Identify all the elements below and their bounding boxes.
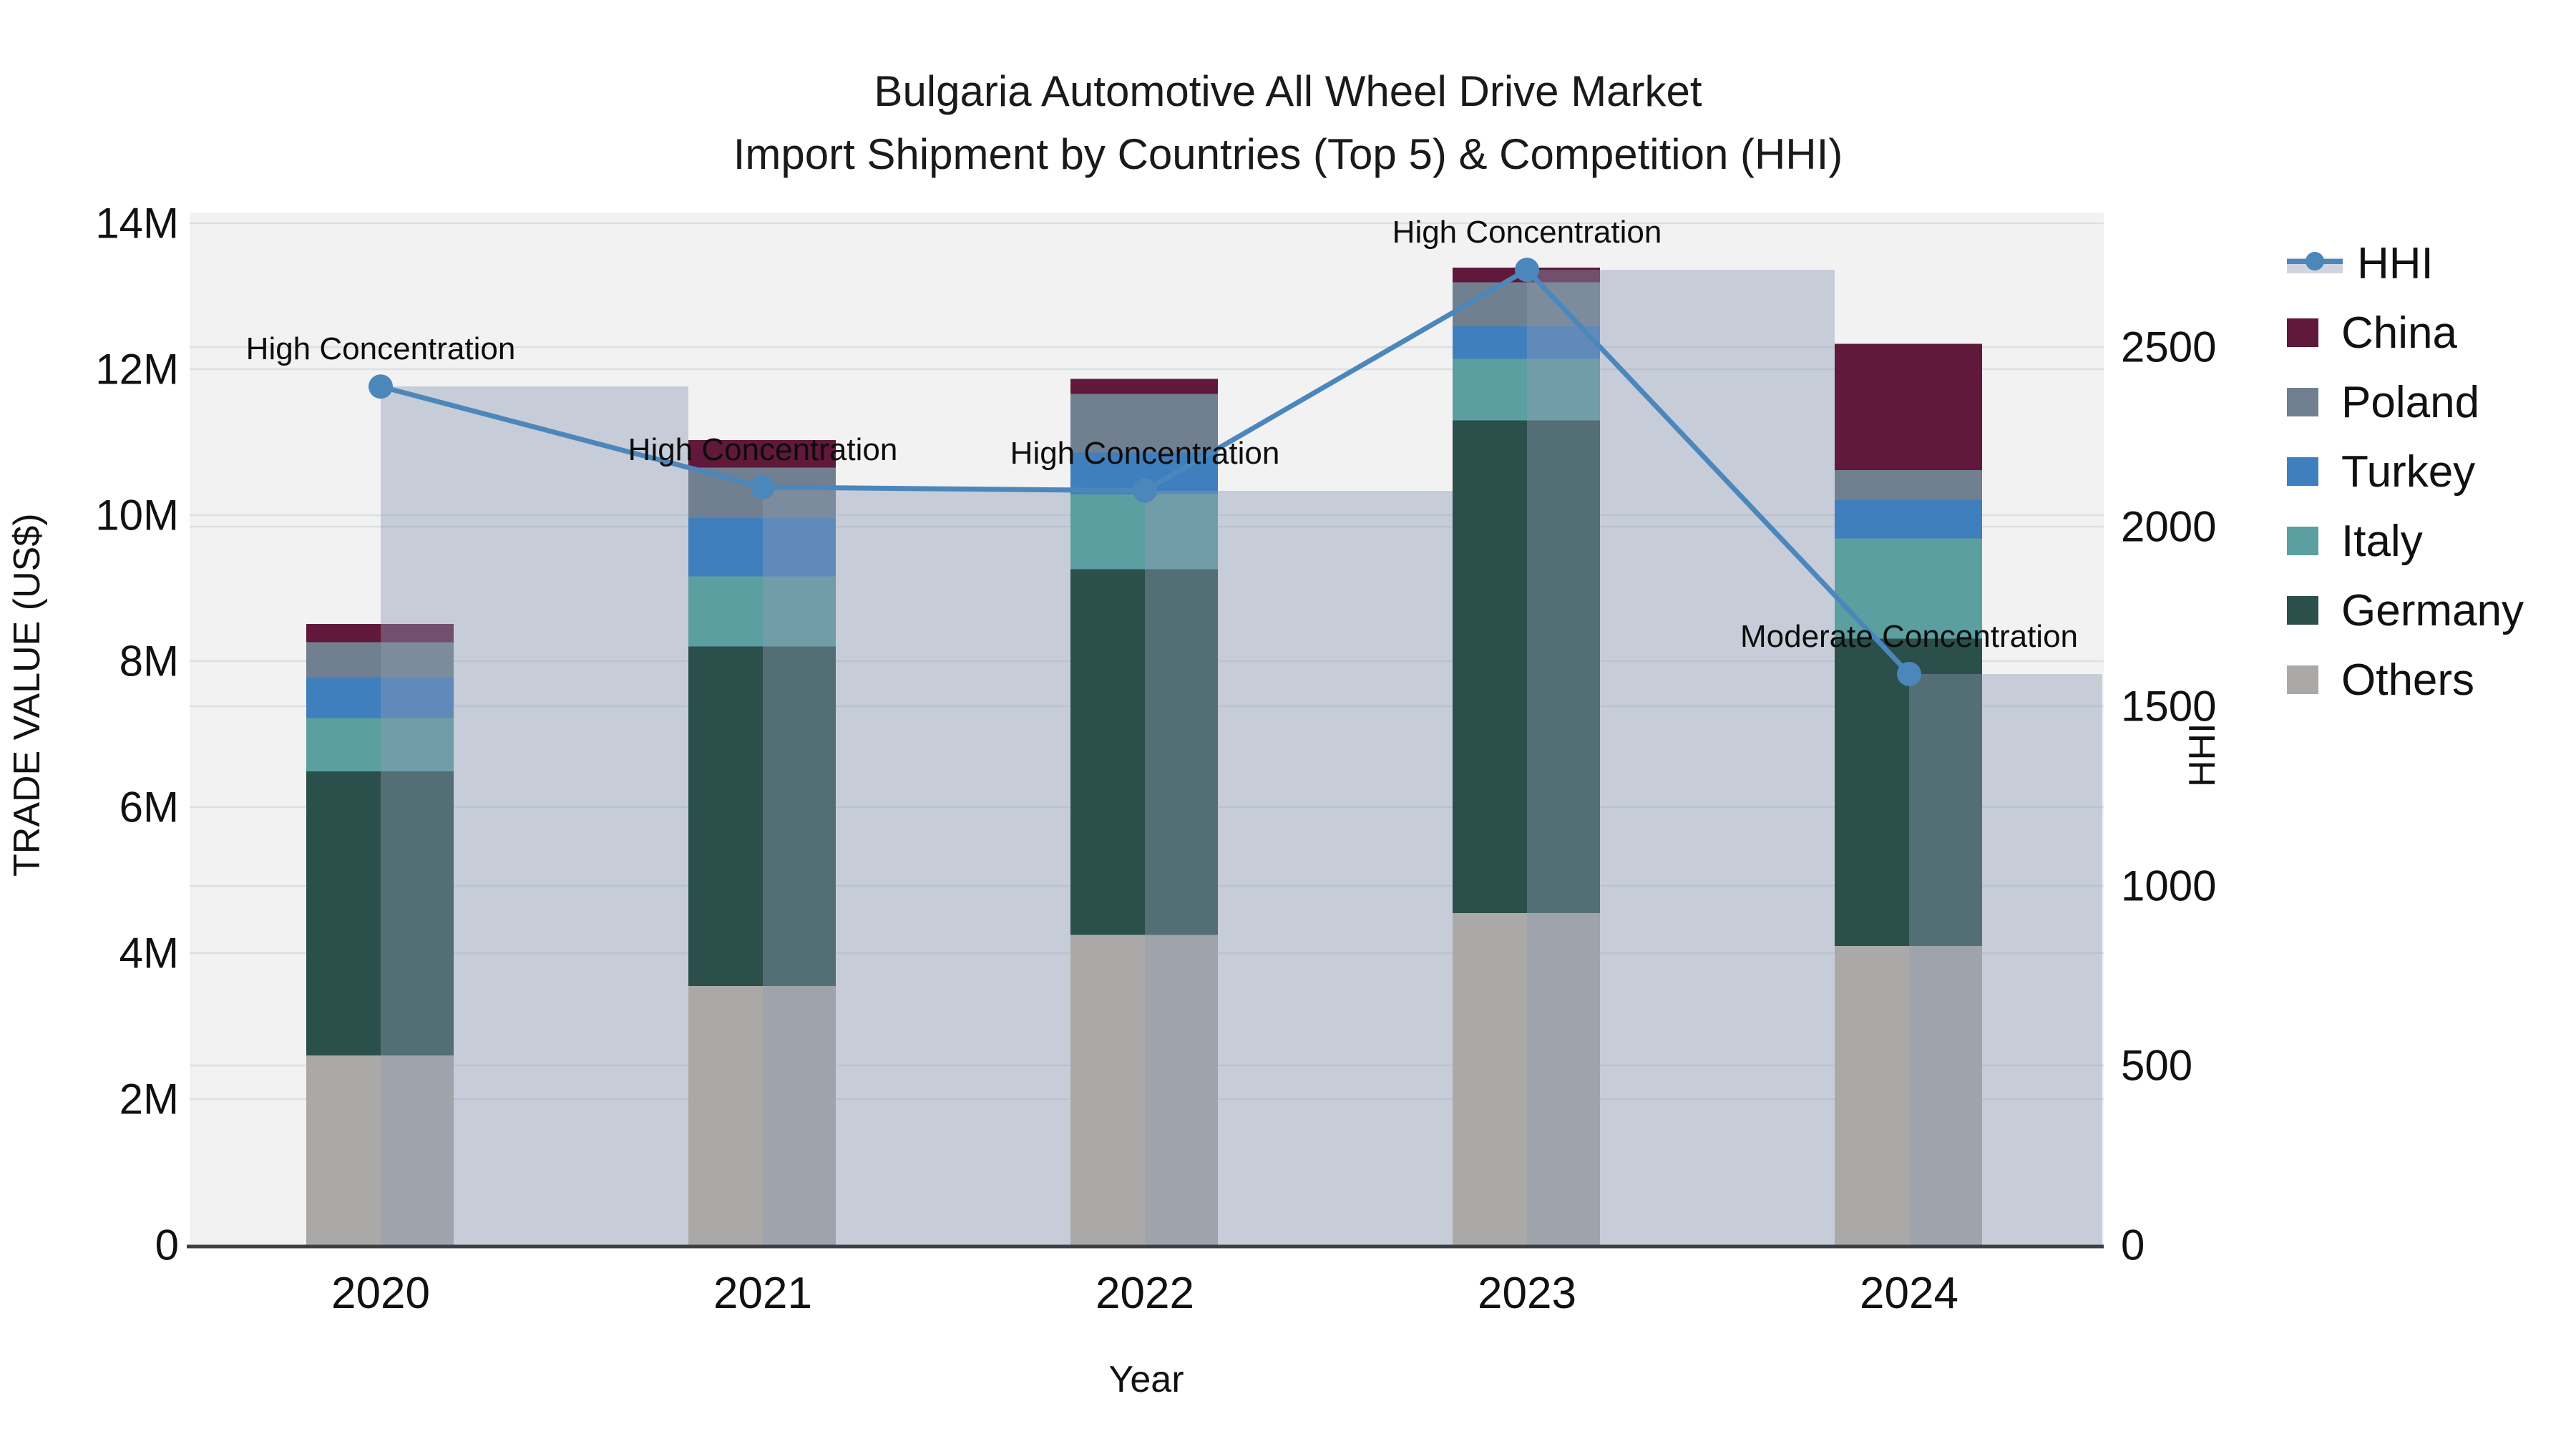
annotation-2023: High Concentration [1392,215,1662,250]
bar-segment-2022-china[interactable] [1070,379,1218,394]
legend-item-china[interactable]: China [2287,305,2457,361]
legend-swatch-others [2287,665,2318,694]
bar-segment-2024-poland[interactable] [1835,469,1982,500]
annotation-2020: High Concentration [245,331,516,367]
y-left-tick-4M: 4M [119,929,179,977]
legend-label-turkey: Turkey [2341,447,2476,497]
legend-item-germany[interactable]: Germany [2287,582,2524,638]
y-right-tick-500: 500 [2121,1041,2193,1090]
bar-segment-2024-turkey[interactable] [1835,499,1982,539]
bar-segment-2023-turkey[interactable] [1453,326,1600,359]
bar-segment-2020-italy[interactable] [306,718,454,772]
bar-segment-2022-others[interactable] [1070,935,1218,1246]
hhi-marker-2024[interactable] [1897,661,1921,686]
y-right-tick-2000: 2000 [2121,502,2217,551]
bar-segment-2020-others[interactable] [306,1055,454,1245]
y-left-tick-8M: 8M [119,637,179,686]
legend-item-poland[interactable]: Poland [2287,374,2479,430]
y-left-tick-12M: 12M [95,345,179,394]
bar-segment-2023-italy[interactable] [1453,358,1600,421]
legend-item-hhi[interactable]: HHI [2287,235,2434,291]
x-tick-2021: 2021 [713,1269,812,1318]
legend-label-china: China [2341,308,2457,358]
bar-segment-2022-germany[interactable] [1070,569,1218,935]
hhi-bar-2021[interactable] [763,487,1070,1245]
y-right-tick-1000: 1000 [2121,862,2217,910]
legend-label-hhi: HHI [2357,238,2434,288]
x-tick-2024: 2024 [1860,1269,1958,1318]
legend-item-turkey[interactable]: Turkey [2287,444,2475,499]
y-left-tick-6M: 6M [119,783,179,831]
bar-segment-2021-italy[interactable] [688,576,836,647]
bar-segment-2020-germany[interactable] [306,771,454,1055]
bar-segment-2022-italy[interactable] [1070,494,1218,570]
annotation-2021: High Concentration [628,431,898,467]
legend-swatch-turkey [2287,457,2318,486]
legend-label-others: Others [2341,655,2475,705]
bar-segment-2021-germany[interactable] [688,646,836,986]
x-tick-2022: 2022 [1096,1269,1194,1318]
bar-segment-2021-turkey[interactable] [688,518,836,577]
y-left-tick-0: 0 [155,1221,179,1269]
legend-item-others[interactable]: Others [2287,652,2474,708]
bar-segment-2022-poland[interactable] [1070,394,1218,453]
x-tick-2020: 2020 [331,1269,430,1318]
x-tick-2023: 2023 [1478,1269,1576,1318]
annotation-2022: High Concentration [1010,435,1280,471]
bar-segment-2024-germany[interactable] [1835,638,1982,946]
hhi-bar-2022[interactable] [1145,490,1453,1245]
hhi-bar-2023[interactable] [1527,270,1835,1245]
hhi-bar-2020[interactable] [381,386,688,1245]
bar-segment-2021-others[interactable] [688,985,836,1245]
hhi-marker-2023[interactable] [1515,258,1539,283]
chart-title-line2: Import Shipment by Countries (Top 5) & C… [733,130,1843,178]
y-right-tick-2500: 2500 [2121,323,2217,371]
legend-swatch-italy [2287,527,2318,555]
legend-swatch-china [2287,318,2318,347]
bar-segment-2021-china[interactable] [688,439,836,468]
hhi-bar-2024[interactable] [1909,673,2102,1245]
hhi-marker-2022[interactable] [1133,478,1157,503]
bar-segment-2020-poland[interactable] [306,642,454,678]
bar-segment-2024-others[interactable] [1835,945,1982,1245]
bar-segment-2024-china[interactable] [1835,343,1982,470]
legend-label-poland: Poland [2341,377,2480,427]
y-right-tick-0: 0 [2121,1221,2145,1269]
hhi-marker-2021[interactable] [751,474,775,499]
x-axis-title: Year [1108,1359,1184,1400]
chart-title-line1: Bulgaria Automotive All Wheel Drive Mark… [874,67,1702,115]
y-right-tick-1500: 1500 [2121,682,2217,731]
legend-swatch-germany [2287,596,2318,625]
chart-title: Bulgaria Automotive All Wheel Drive Mark… [0,60,2576,186]
legend-label-germany: Germany [2341,585,2524,635]
legend-item-italy[interactable]: Italy [2287,513,2423,569]
hhi-marker-2020[interactable] [369,374,393,399]
y-left-tick-2M: 2M [119,1075,179,1123]
legend-label-italy: Italy [2341,516,2423,566]
y-left-tick-10M: 10M [95,491,179,540]
bar-segment-2020-turkey[interactable] [306,677,454,718]
legend-swatch-hhi-line-icon [2287,249,2343,278]
legend-swatch-poland [2287,388,2318,416]
y-left-tick-14M: 14M [95,199,179,248]
bar-segment-2023-others[interactable] [1453,912,1600,1245]
bar-segment-2020-china[interactable] [306,623,454,643]
bar-segment-2023-germany[interactable] [1453,420,1600,913]
annotation-2024: Moderate Concentration [1740,618,2079,654]
